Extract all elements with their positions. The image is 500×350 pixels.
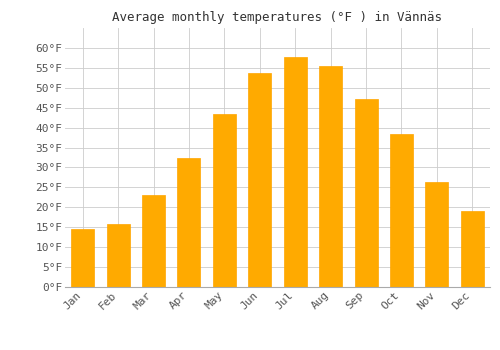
Bar: [461, 211, 484, 287]
Bar: [213, 114, 236, 287]
Bar: [284, 57, 306, 287]
Bar: [319, 66, 342, 287]
Bar: [390, 134, 413, 287]
Bar: [142, 195, 165, 287]
Bar: [71, 229, 94, 287]
Bar: [248, 73, 272, 287]
Bar: [178, 158, 201, 287]
Title: Average monthly temperatures (°F ) in Vännäs: Average monthly temperatures (°F ) in Vä…: [112, 11, 442, 24]
Bar: [106, 224, 130, 287]
Bar: [426, 182, 448, 287]
Bar: [354, 99, 378, 287]
